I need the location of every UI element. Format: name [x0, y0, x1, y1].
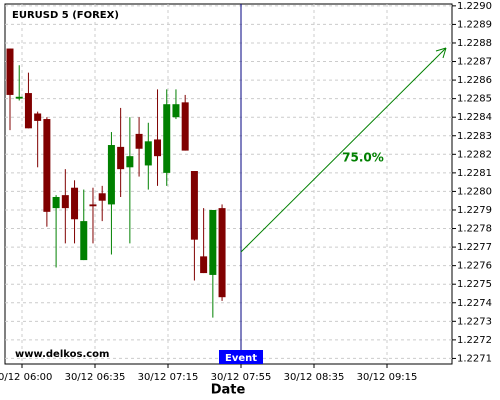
y-tick-label: 1.2279 [457, 205, 492, 216]
candle-body [117, 146, 125, 170]
candle-body [107, 145, 115, 205]
event-label: Event [225, 353, 257, 364]
candle-body [24, 93, 32, 129]
candle-body [52, 196, 60, 209]
candle-body [71, 187, 79, 220]
candle-body [6, 48, 14, 95]
y-tick-label: 1.2272 [457, 335, 492, 346]
candle-body [15, 96, 23, 99]
candle-body [172, 104, 180, 118]
x-axis-label: Date [211, 383, 246, 398]
y-tick-label: 1.2284 [457, 112, 492, 123]
candle-body [209, 209, 217, 275]
candle-body [126, 156, 134, 168]
x-tick-label: 30/12 06:00 [0, 372, 52, 383]
x-tick-label: 30/12 08:35 [284, 372, 345, 383]
event-box [219, 350, 263, 364]
y-tick-label: 1.2281 [457, 168, 492, 179]
chart-title: EURUSD 5 (FOREX) [12, 10, 119, 21]
x-tick-label: 30/12 09:15 [357, 372, 418, 383]
y-tick-label: 1.2277 [457, 242, 492, 253]
y-tick-label: 1.2290 [457, 1, 492, 12]
candle-body [34, 113, 42, 121]
candle-body [61, 195, 69, 209]
x-tick-label: 30/12 06:35 [65, 372, 126, 383]
x-tick-label: 30/12 07:55 [211, 372, 272, 383]
y-tick-label: 1.2278 [457, 224, 492, 235]
candle-body [200, 256, 208, 274]
y-tick-label: 1.2273 [457, 316, 492, 327]
candle-body [218, 208, 226, 298]
candle-body [181, 102, 189, 151]
y-tick-label: 1.2283 [457, 131, 492, 142]
plot-layer [5, 4, 452, 364]
y-tick-label: 1.2288 [457, 38, 492, 49]
y-tick-label: 1.2275 [457, 279, 492, 290]
y-tick-label: 1.2285 [457, 94, 492, 105]
candle-body [80, 221, 88, 261]
y-tick-label: 1.2289 [457, 19, 492, 30]
plot-area [4, 3, 453, 365]
candle-body [190, 171, 198, 240]
candle-body [43, 119, 51, 212]
forecast-arrow [240, 47, 447, 253]
watermark: www.delkos.com [15, 349, 109, 360]
y-tick-label: 1.2287 [457, 57, 492, 68]
y-tick-label: 1.2282 [457, 149, 492, 160]
y-tick-label: 1.2276 [457, 261, 492, 272]
candle-body [98, 193, 106, 201]
arrow-head [435, 47, 447, 59]
x-tick-label: 30/12 07:15 [138, 372, 199, 383]
y-tick-label: 1.2280 [457, 186, 492, 197]
candle-body [154, 139, 162, 157]
candle-body [89, 204, 97, 207]
candle-body [144, 141, 152, 166]
y-tick-label: 1.2274 [457, 298, 492, 309]
candle-body [135, 133, 143, 149]
forecast-label: 75.0% [342, 151, 384, 165]
y-tick-label: 1.2286 [457, 75, 492, 86]
y-tick-label: 1.2271 [457, 353, 492, 364]
candle-body [163, 104, 171, 173]
